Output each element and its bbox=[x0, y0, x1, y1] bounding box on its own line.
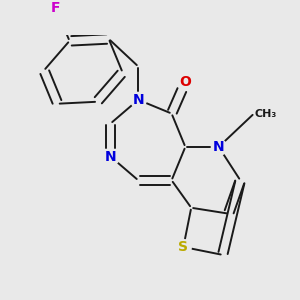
Text: N: N bbox=[105, 150, 117, 164]
Text: S: S bbox=[178, 240, 188, 254]
Text: N: N bbox=[132, 93, 144, 107]
Text: O: O bbox=[179, 75, 191, 89]
Text: CH₃: CH₃ bbox=[254, 109, 276, 118]
Text: N: N bbox=[213, 140, 224, 154]
Text: F: F bbox=[51, 1, 61, 15]
